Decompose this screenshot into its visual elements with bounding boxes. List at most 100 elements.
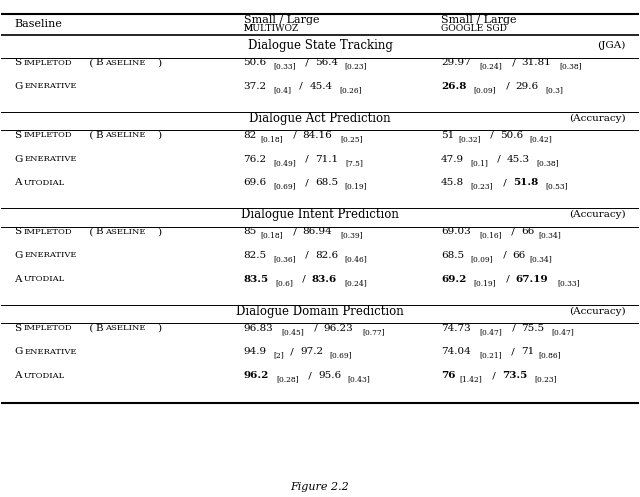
- Text: /: /: [302, 251, 312, 260]
- Text: (: (: [86, 227, 93, 236]
- Text: [0.34]: [0.34]: [530, 255, 552, 263]
- Text: 74.04: 74.04: [441, 347, 471, 356]
- Text: ASELINE: ASELINE: [105, 59, 145, 67]
- Text: (: (: [86, 58, 93, 67]
- Text: [0.38]: [0.38]: [559, 63, 582, 71]
- Text: [0.26]: [0.26]: [339, 86, 362, 94]
- Text: 47.9: 47.9: [441, 155, 464, 164]
- Text: 76: 76: [441, 371, 456, 380]
- Text: G: G: [14, 82, 22, 91]
- Text: 75.5: 75.5: [522, 324, 545, 332]
- Text: [0.21]: [0.21]: [479, 352, 502, 360]
- Text: [0.1]: [0.1]: [471, 159, 489, 167]
- Text: UTODIAL: UTODIAL: [24, 275, 65, 283]
- Text: 29.6: 29.6: [516, 82, 539, 91]
- Text: ENERATIVE: ENERATIVE: [25, 251, 77, 259]
- Text: IMPLETOD: IMPLETOD: [23, 324, 72, 332]
- Text: [0.24]: [0.24]: [344, 279, 367, 287]
- Text: [0.77]: [0.77]: [362, 328, 385, 336]
- Text: ENERATIVE: ENERATIVE: [25, 155, 77, 163]
- Text: [0.69]: [0.69]: [330, 352, 352, 360]
- Text: [0.69]: [0.69]: [273, 183, 296, 191]
- Text: 96.23: 96.23: [324, 324, 353, 332]
- Text: 73.5: 73.5: [502, 371, 527, 380]
- Text: /: /: [311, 324, 321, 332]
- Text: B: B: [95, 131, 103, 140]
- Text: B: B: [95, 58, 103, 67]
- Text: ASELINE: ASELINE: [105, 228, 145, 236]
- Text: [0.47]: [0.47]: [479, 328, 502, 336]
- Text: [0.3]: [0.3]: [545, 86, 563, 94]
- Text: [0.18]: [0.18]: [260, 232, 283, 240]
- Text: 83.5: 83.5: [244, 275, 269, 284]
- Text: /: /: [290, 227, 300, 236]
- Text: 31.81: 31.81: [522, 58, 551, 67]
- Text: [0.38]: [0.38]: [536, 159, 559, 167]
- Text: B: B: [95, 324, 103, 332]
- Text: Dialogue Domain Prediction: Dialogue Domain Prediction: [236, 305, 404, 318]
- Text: 82: 82: [244, 131, 257, 140]
- Text: G: G: [14, 347, 22, 356]
- Text: GOOGLE SGD: GOOGLE SGD: [441, 24, 507, 33]
- Text: (: (: [86, 324, 93, 332]
- Text: 50.6: 50.6: [244, 58, 267, 67]
- Text: [0.39]: [0.39]: [340, 232, 364, 240]
- Text: 69.2: 69.2: [441, 275, 467, 284]
- Text: [0.43]: [0.43]: [348, 375, 371, 384]
- Text: 26.8: 26.8: [441, 82, 467, 91]
- Text: 86.94: 86.94: [303, 227, 332, 236]
- Text: /: /: [489, 371, 499, 380]
- Text: 45.3: 45.3: [507, 155, 530, 164]
- Text: 83.6: 83.6: [312, 275, 337, 284]
- Text: UTODIAL: UTODIAL: [24, 179, 65, 187]
- Text: [0.32]: [0.32]: [458, 135, 481, 143]
- Text: /: /: [303, 155, 312, 164]
- Text: ENERATIVE: ENERATIVE: [25, 83, 77, 90]
- Text: /: /: [503, 275, 513, 284]
- Text: 50.6: 50.6: [500, 131, 523, 140]
- Text: Baseline: Baseline: [14, 18, 62, 29]
- Text: 82.5: 82.5: [244, 251, 267, 260]
- Text: ENERATIVE: ENERATIVE: [25, 348, 77, 356]
- Text: S: S: [14, 131, 21, 140]
- Text: [0.23]: [0.23]: [471, 183, 493, 191]
- Text: /: /: [287, 347, 297, 356]
- Text: [0.18]: [0.18]: [260, 135, 283, 143]
- Text: [0.16]: [0.16]: [479, 232, 502, 240]
- Text: [0.33]: [0.33]: [557, 279, 580, 287]
- Text: IMPLETOD: IMPLETOD: [23, 228, 72, 236]
- Text: 69.6: 69.6: [244, 178, 267, 187]
- Text: [0.33]: [0.33]: [273, 63, 296, 71]
- Text: G: G: [14, 155, 22, 164]
- Text: 97.2: 97.2: [300, 347, 323, 356]
- Text: 56.4: 56.4: [315, 58, 339, 67]
- Text: /: /: [487, 131, 497, 140]
- Text: S: S: [14, 324, 21, 332]
- Text: /: /: [509, 324, 518, 332]
- Text: 96.2: 96.2: [244, 371, 269, 380]
- Text: 71.1: 71.1: [316, 155, 339, 164]
- Text: Dialogue Act Prediction: Dialogue Act Prediction: [249, 112, 391, 125]
- Text: 29.97: 29.97: [441, 58, 471, 67]
- Text: UTODIAL: UTODIAL: [24, 372, 65, 380]
- Text: [0.53]: [0.53]: [545, 183, 568, 191]
- Text: ): ): [157, 324, 161, 332]
- Text: /: /: [509, 58, 518, 67]
- Text: 94.9: 94.9: [244, 347, 267, 356]
- Text: [0.23]: [0.23]: [345, 63, 367, 71]
- Text: B: B: [95, 227, 103, 236]
- Text: [0.34]: [0.34]: [538, 232, 561, 240]
- Text: /: /: [302, 178, 312, 187]
- Text: [0.19]: [0.19]: [474, 279, 496, 287]
- Text: [0.23]: [0.23]: [534, 375, 557, 384]
- Text: A: A: [14, 371, 22, 380]
- Text: 68.5: 68.5: [441, 251, 464, 260]
- Text: 74.73: 74.73: [441, 324, 471, 332]
- Text: 69.03: 69.03: [441, 227, 471, 236]
- Text: 66: 66: [521, 227, 534, 236]
- Text: [0.46]: [0.46]: [345, 255, 367, 263]
- Text: Dialogue State Tracking: Dialogue State Tracking: [248, 39, 392, 52]
- Text: [2]: [2]: [273, 352, 284, 360]
- Text: Small / Large: Small / Large: [441, 15, 516, 25]
- Text: [0.09]: [0.09]: [474, 86, 496, 94]
